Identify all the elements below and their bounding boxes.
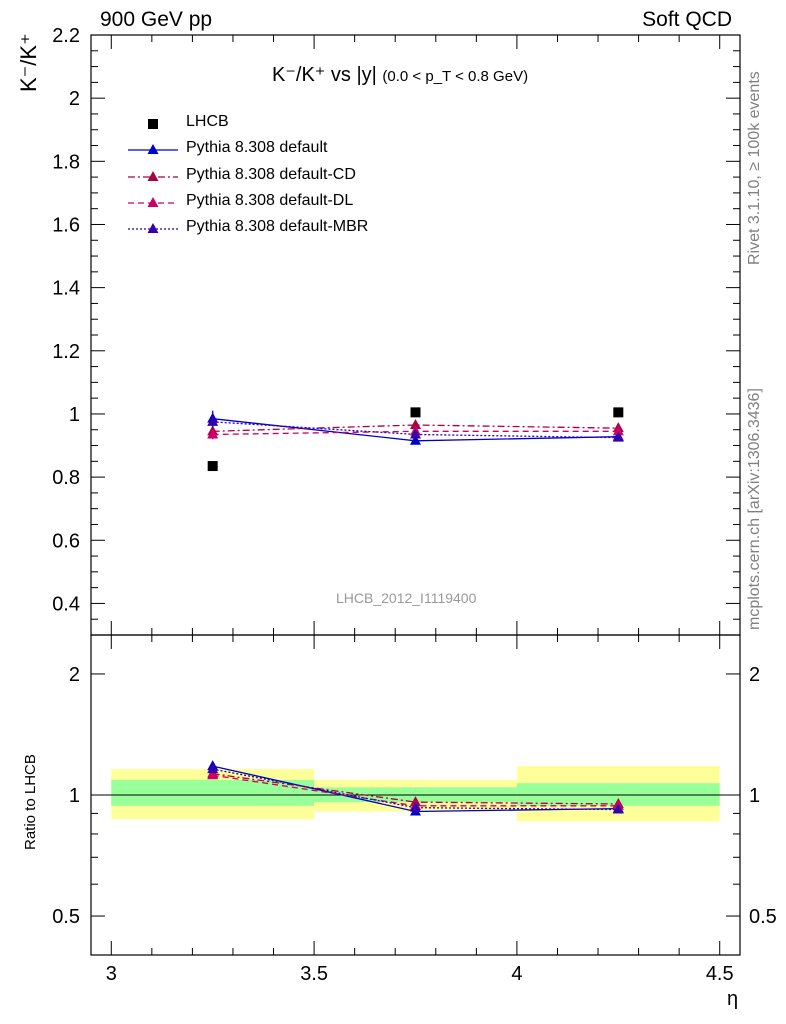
main-y-tick-label: 0.6 (52, 530, 80, 552)
x-tick-label: 3.5 (300, 963, 328, 985)
legend-symbol-lhcb (148, 119, 158, 129)
legend-label-mbr: Pythia 8.308 default-MBR (186, 218, 369, 235)
header-right: Soft QCD (642, 8, 732, 31)
main-y-tick-label: 0.8 (52, 467, 80, 489)
main-y-tick-label: 2 (69, 88, 80, 110)
x-axis-label: η (727, 988, 739, 1010)
main-y-axis-label: K⁻/K⁺ (16, 33, 41, 92)
main-series-marker-4 (612, 431, 624, 442)
lhcb-data-point (613, 407, 624, 418)
ratio-y-axis-label: Ratio to LHCB (22, 754, 39, 850)
ratio-y-tick-label-left: 2 (69, 664, 80, 686)
x-tick-label: 4.5 (706, 963, 734, 985)
legend-label-default: Pythia 8.308 default (186, 139, 328, 156)
ratio-series-line-1 (212, 773, 619, 805)
lhcb-data-point (207, 461, 218, 472)
ratio-y-tick-label-right: 2 (749, 664, 760, 686)
ratio-y-tick-label-right: 0.5 (749, 906, 777, 928)
x-tick-label: 4 (511, 963, 522, 985)
ratio-series-marker-3 (207, 763, 219, 774)
header-left: 900 GeV pp (100, 8, 213, 31)
plot-title-cut: (0.0 < p_T < 0.8 GeV) (382, 68, 529, 85)
ratio-band-inner-2 (516, 783, 720, 806)
side-text-bottom: mcplots.cern.ch [arXiv:1306.3436] (746, 388, 763, 630)
legend-marker-1 (147, 144, 159, 154)
legend-marker-2 (147, 171, 159, 181)
main-y-tick-label: 2.2 (52, 25, 80, 47)
side-text-top: Rivet 3.1.10, ≥ 100k events (746, 71, 763, 265)
ratio-series-line-3 (212, 768, 619, 811)
legend-label-lhcb: LHCB (186, 113, 229, 130)
main-y-tick-label: 1 (69, 404, 80, 426)
ratio-series-marker-3 (410, 801, 421, 812)
ratio-y-tick-label-left: 0.5 (52, 906, 80, 928)
legend-label-cd: Pythia 8.308 default-CD (186, 166, 356, 183)
ratio-series-marker-3 (612, 803, 624, 814)
plot-title-main: K⁻/K⁺ vs |y| (272, 64, 377, 86)
lhcb-data-point (410, 407, 421, 418)
main-series-marker-3 (612, 425, 624, 436)
main-series-marker-4 (410, 428, 421, 439)
legend-marker-3 (147, 197, 159, 207)
legend-marker-4 (147, 223, 159, 233)
plot-title: K⁻/K⁺ vs |y| (0.0 < p_T < 0.8 GeV) (272, 62, 528, 87)
main-series-marker-4 (207, 415, 219, 426)
x-tick-label: 3 (106, 963, 117, 985)
main-y-tick-label: 1.8 (52, 151, 80, 173)
main-y-tick-label: 1.6 (52, 214, 80, 236)
ratio-y-tick-label-right: 1 (749, 785, 760, 807)
ratio-band-inner-0 (111, 779, 315, 806)
ratio-series-marker-2 (207, 769, 219, 780)
analysis-watermark: LHCB_2012_I1119400 (336, 590, 477, 606)
main-series-marker-2 (410, 419, 421, 429)
legend-label-dl: Pythia 8.308 default-DL (186, 192, 354, 209)
main-y-tick-label: 1.4 (52, 278, 80, 300)
main-y-tick-label: 0.4 (52, 593, 80, 615)
main-series-marker-1 (410, 434, 421, 445)
main-y-tick-label: 1.2 (52, 341, 80, 363)
main-series-marker-3 (207, 428, 219, 439)
ratio-y-tick-label-left: 1 (69, 785, 80, 807)
